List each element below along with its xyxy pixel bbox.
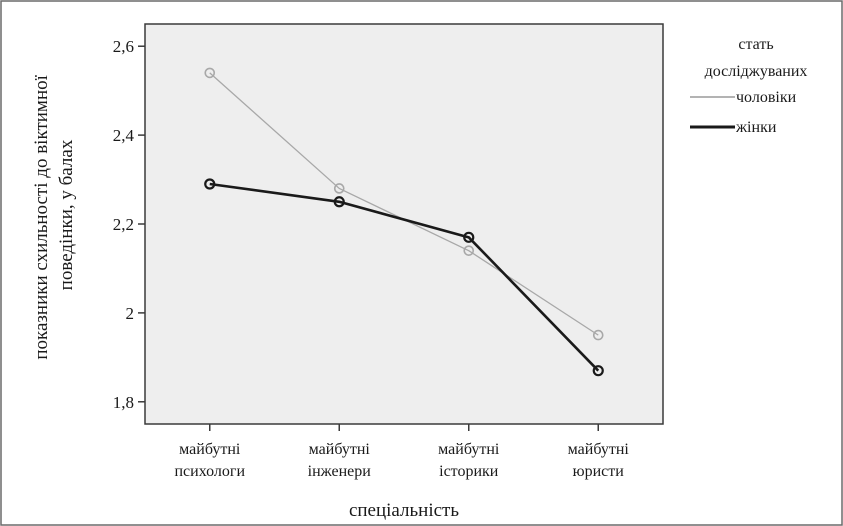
legend-items: чоловіки жінки — [690, 89, 797, 136]
legend-label: жінки — [735, 119, 777, 136]
y-axis: 1,8 2 2,2 2,4 2,6 — [113, 37, 145, 412]
data-point — [592, 365, 604, 377]
data-point — [333, 196, 345, 208]
legend-title-line-1: стать — [738, 36, 773, 53]
data-point — [204, 67, 216, 79]
y-tick-label: 2 — [126, 304, 135, 323]
x-tick-label-line: інженери — [308, 463, 372, 480]
y-tick-label: 2,6 — [113, 37, 134, 56]
legend-label: чоловіки — [736, 89, 797, 106]
x-tick-label-line: юристи — [573, 463, 625, 480]
x-tick-label: майбутні інженери — [308, 441, 372, 480]
data-point — [333, 183, 345, 194]
data-point — [204, 178, 216, 190]
x-tick-label-line: майбутні — [309, 441, 371, 458]
x-tick-label-line: майбутні — [438, 441, 500, 458]
x-tick-label-line: психологи — [174, 463, 245, 480]
y-axis-label: показники схильності до віктимної поведі… — [31, 70, 77, 359]
x-tick-label-line: майбутні — [179, 441, 241, 458]
legend: стать досліджуваних чоловіки жінки — [690, 36, 807, 136]
x-axis-label: спеціальність — [349, 500, 459, 521]
y-axis-label-line-2: поведінки, у балах — [56, 139, 77, 290]
x-tick-label-line: історики — [439, 463, 499, 480]
series-layer — [204, 67, 604, 377]
x-tick-label-line: майбутні — [568, 441, 630, 458]
x-tick-label: майбутні юристи — [568, 441, 630, 480]
y-tick-label: 2,4 — [113, 126, 135, 145]
x-tick-label: майбутні психологи — [174, 441, 245, 480]
x-tick-label: майбутні історики — [438, 441, 500, 480]
y-axis-label-line-1: показники схильності до віктимної — [31, 74, 52, 359]
legend-title-line-2: досліджуваних — [705, 63, 808, 80]
data-point — [463, 231, 475, 243]
data-point — [463, 245, 475, 256]
data-point — [592, 329, 604, 341]
y-tick-label: 1,8 — [113, 393, 134, 412]
y-tick-label: 2,2 — [113, 215, 134, 234]
plot-area — [144, 23, 664, 425]
series-line-2 — [209, 182, 600, 372]
